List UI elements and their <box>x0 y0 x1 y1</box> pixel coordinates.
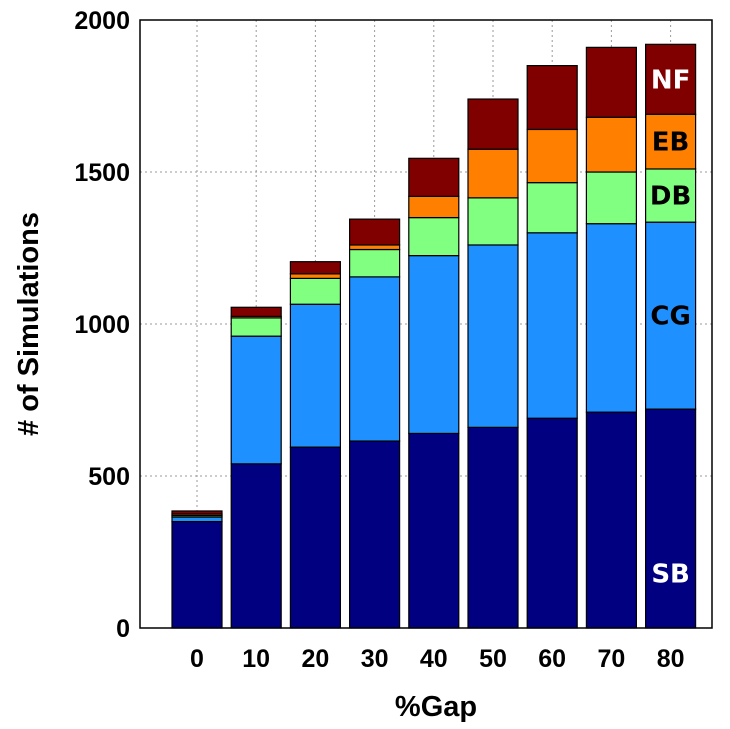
bar-segment-nf-70 <box>585 46 638 118</box>
y-tick-label: 2000 <box>74 7 130 35</box>
x-tick-label: 50 <box>479 645 507 673</box>
plot-frame <box>139 19 713 629</box>
y-tick-labels: 0 500 1000 1500 2000 <box>74 7 130 643</box>
bar-segment-db-30 <box>349 248 401 278</box>
bar-segment-sb-0 <box>171 520 223 629</box>
bar-segment-db-10 <box>230 317 282 337</box>
bar-segment-sb-80 <box>644 408 697 629</box>
bar-segment-nf-40 <box>408 157 460 197</box>
bar-segment-db-70 <box>585 171 638 225</box>
bar-segment-sb-60 <box>526 417 578 629</box>
series-label-eb: EB <box>652 128 690 158</box>
series-label-cg: CG <box>650 302 690 332</box>
bar-segment-sb-20 <box>289 446 341 629</box>
bar-segment-cg-0 <box>171 516 223 523</box>
bar-segment-cg-60 <box>526 232 578 419</box>
x-tick-label: 10 <box>242 645 270 673</box>
bar-segment-nf-80 <box>644 43 697 115</box>
series-label-nf: NF <box>651 65 691 95</box>
series-labels: SB CG DB EB NF <box>650 65 691 589</box>
bar-segment-eb-80 <box>644 113 697 170</box>
bar-segment-nf-0 <box>171 510 223 515</box>
bar-segment-nf-30 <box>349 218 401 246</box>
y-tick-label: 1000 <box>74 311 130 339</box>
bar-segment-cg-20 <box>289 303 341 448</box>
bar-segment-db-20 <box>289 277 341 305</box>
bar-segment-eb-40 <box>408 195 460 219</box>
bar-segment-sb-10 <box>230 463 282 629</box>
bars <box>171 43 697 629</box>
bar-segment-nf-50 <box>467 98 519 150</box>
x-tick-label: 80 <box>657 645 685 673</box>
bar-segment-nf-60 <box>526 64 578 131</box>
bar-segment-eb-70 <box>585 116 638 173</box>
bar-segment-sb-70 <box>585 411 638 629</box>
bar-segment-cg-50 <box>467 244 519 428</box>
bar-segment-eb-50 <box>467 148 519 199</box>
bar-segment-nf-20 <box>289 261 341 275</box>
bar-segment-eb-30 <box>349 244 401 251</box>
x-axis-label: %Gap <box>395 691 477 723</box>
bar-segment-cg-70 <box>585 223 638 413</box>
y-tick-label: 0 <box>116 615 130 643</box>
bar-segment-db-50 <box>467 197 519 246</box>
x-tick-label: 20 <box>301 645 329 673</box>
x-tick-label: 30 <box>361 645 389 673</box>
bar-segment-cg-40 <box>408 255 460 435</box>
y-tick-label: 1500 <box>74 159 130 187</box>
y-axis-label: # of Simulations <box>13 212 45 436</box>
series-label-db: DB <box>650 182 691 212</box>
bar-segment-sb-40 <box>408 432 460 629</box>
y-tick-label: 500 <box>88 463 130 491</box>
x-tick-label: 0 <box>190 645 204 673</box>
bar-segment-cg-10 <box>230 335 282 465</box>
bar-segment-eb-60 <box>526 128 578 184</box>
bar-segment-sb-30 <box>349 440 401 629</box>
bar-segment-db-60 <box>526 182 578 234</box>
x-tick-label: 60 <box>538 645 566 673</box>
x-tick-label: 40 <box>420 645 448 673</box>
bar-segment-db-80 <box>644 168 697 223</box>
bar-segment-db-40 <box>408 217 460 257</box>
bar-segment-cg-80 <box>644 221 697 410</box>
bar-segment-sb-50 <box>467 426 519 629</box>
x-tick-label: 70 <box>597 645 625 673</box>
x-tick-labels: 0 10 20 30 40 50 60 70 80 <box>190 645 684 673</box>
bar-segment-eb-20 <box>289 273 341 279</box>
bar-segment-nf-10 <box>230 306 282 317</box>
bar-segment-cg-30 <box>349 276 401 442</box>
series-label-sb: SB <box>651 559 690 589</box>
